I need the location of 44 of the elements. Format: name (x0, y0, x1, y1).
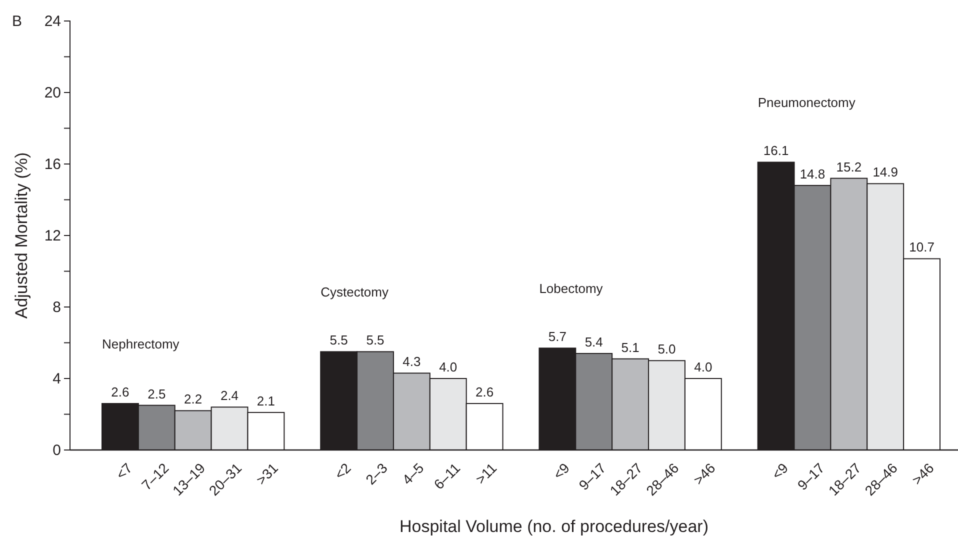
data-label: 2.6 (476, 384, 494, 400)
x-tick-label: 2–3 (362, 460, 390, 488)
data-label: 14.9 (872, 164, 898, 180)
data-label: 2.4 (220, 388, 239, 404)
data-label: 4.0 (439, 360, 458, 374)
data-label: 2.2 (184, 392, 202, 407)
x-tick-label: >31 (252, 460, 282, 488)
annotation: Lobectomy (539, 281, 604, 296)
data-label: 4.3 (402, 354, 421, 370)
y-tick-label: 16 (44, 156, 61, 173)
x-axis-title: Hospital Volume (no. of procedures/year) (400, 517, 708, 536)
y-tick-label: 12 (44, 227, 61, 244)
data-label: 2.6 (111, 384, 130, 400)
data-label: 14.8 (800, 166, 826, 182)
data-label: 5.4 (584, 334, 603, 350)
x-tick-label: >46 (908, 460, 937, 488)
y-axis-title: Adjusted Mortality (%) (12, 152, 31, 319)
annotation: Nephrectomy (102, 336, 180, 352)
data-label: 5.0 (658, 342, 676, 357)
annotation: Cystectomy (320, 284, 390, 300)
data-label: 2.1 (256, 393, 275, 408)
y-tick-label: 24 (44, 12, 61, 30)
data-label: 5.5 (330, 332, 348, 348)
x-tick-label: <9 (768, 460, 792, 482)
data-label: 10.7 (909, 240, 934, 255)
x-tick-label: >11 (472, 460, 500, 488)
x-tick-label: 4–5 (398, 460, 427, 488)
annotation: Pneumonectomy (758, 95, 856, 110)
text: B (12, 13, 22, 30)
data-label: 16.1 (763, 143, 789, 158)
data-label: 4.0 (694, 360, 712, 374)
x-tick-label: <2 (331, 460, 354, 482)
data-label: 2.5 (148, 386, 166, 402)
x-tick-label: >46 (690, 460, 718, 488)
x-tick-label: <9 (550, 460, 573, 482)
data-label: 5.5 (366, 332, 384, 348)
data-label: 15.2 (836, 159, 862, 174)
x-tick-label: <7 (112, 460, 136, 482)
y-tick-label: 20 (44, 84, 61, 102)
y-tick-label: 8 (52, 298, 61, 316)
data-label: 5.1 (621, 340, 640, 355)
y-tick-label: 0 (52, 442, 61, 459)
data-label: 5.7 (548, 329, 566, 344)
y-tick-label: 4 (52, 370, 61, 388)
